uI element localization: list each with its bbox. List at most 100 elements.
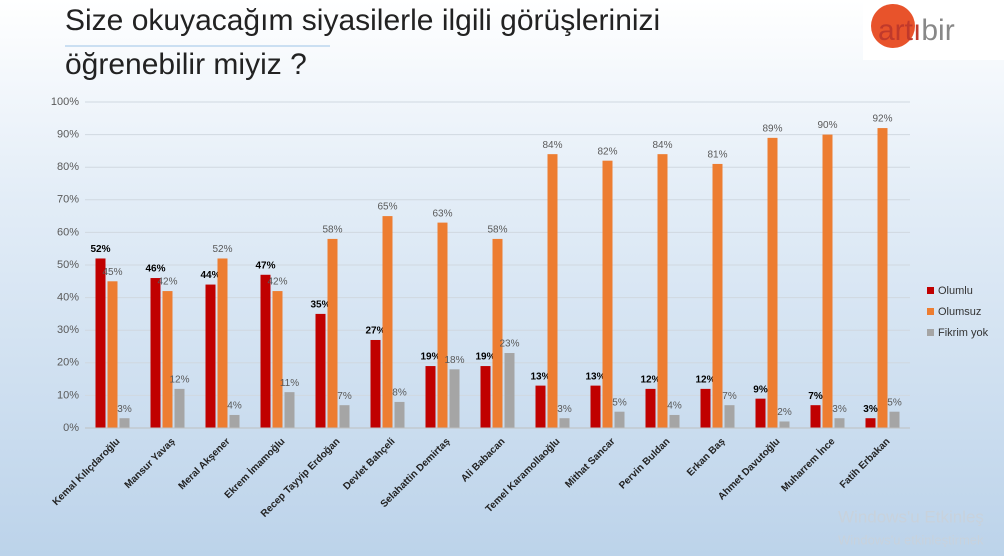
- bar: [767, 137, 778, 429]
- bar: [559, 418, 570, 428]
- value-label: 3%: [557, 404, 572, 415]
- value-label: 7%: [722, 391, 737, 402]
- value-label: 45%: [102, 267, 122, 278]
- y-tick-label: 60%: [57, 226, 79, 238]
- value-label: 12%: [169, 375, 189, 386]
- value-label: 47%: [255, 260, 275, 271]
- bar: [119, 418, 130, 428]
- y-tick-label: 0%: [63, 422, 79, 434]
- logo-part: artı: [878, 14, 921, 47]
- bar: [449, 369, 460, 428]
- value-label: 65%: [377, 202, 397, 213]
- value-label: 35%: [310, 300, 330, 311]
- bar: [889, 411, 900, 428]
- value-label: 13%: [530, 371, 550, 382]
- value-label: 13%: [585, 371, 605, 382]
- bar: [492, 238, 503, 428]
- value-label: 42%: [267, 277, 287, 288]
- bar: [669, 414, 680, 428]
- bar: [272, 291, 283, 428]
- bar: [217, 258, 228, 428]
- value-label: 46%: [145, 264, 165, 275]
- value-label: 63%: [432, 208, 452, 219]
- value-label: 18%: [444, 355, 464, 366]
- bar: [284, 392, 295, 428]
- value-label: 12%: [640, 375, 660, 386]
- bar: [614, 411, 625, 428]
- value-label: 84%: [542, 140, 562, 151]
- bar: [779, 421, 790, 428]
- bar: [425, 366, 436, 428]
- value-label: 2%: [777, 407, 792, 418]
- bar: [810, 405, 821, 428]
- y-tick-label: 100%: [51, 96, 79, 108]
- bar: [327, 238, 338, 428]
- value-label: 7%: [337, 391, 352, 402]
- legend-swatch: [927, 287, 934, 294]
- logo-text: artıbir: [878, 14, 955, 47]
- value-label: 27%: [365, 326, 385, 337]
- bar: [437, 222, 448, 428]
- value-label: 19%: [475, 352, 495, 363]
- legend-label: Olumlu: [938, 285, 973, 297]
- watermark: Windows'u etkinleştirmek: [838, 532, 984, 547]
- bar: [95, 258, 106, 428]
- value-label: 7%: [808, 391, 823, 402]
- bar: [834, 418, 845, 428]
- bar: [229, 414, 240, 428]
- bar: [174, 388, 185, 428]
- bar: [315, 313, 326, 428]
- value-label: 52%: [212, 244, 232, 255]
- bar: [480, 366, 491, 428]
- value-label: 92%: [872, 114, 892, 125]
- value-label: 44%: [200, 270, 220, 281]
- y-tick-label: 70%: [57, 194, 79, 206]
- legend-swatch: [927, 308, 934, 315]
- bar: [394, 401, 405, 428]
- logo-mark: [871, 4, 915, 48]
- bar: [150, 278, 161, 428]
- value-label: 9%: [753, 384, 768, 395]
- bar: [877, 128, 888, 428]
- value-label: 84%: [652, 140, 672, 151]
- bar: [504, 353, 515, 428]
- y-tick-label: 90%: [57, 129, 79, 141]
- bar: [590, 385, 601, 428]
- bar: [602, 160, 613, 428]
- title-line: Size okuyacağım siyasilerle ilgili görüş…: [65, 4, 660, 37]
- legend-label: Fikrim yok: [938, 327, 989, 339]
- y-tick-label: 50%: [57, 259, 79, 271]
- value-label: 11%: [280, 378, 299, 389]
- value-label: 12%: [695, 375, 715, 386]
- bar: [755, 398, 766, 428]
- bar: [535, 385, 546, 428]
- logo-part: bir: [921, 14, 954, 47]
- y-tick-label: 10%: [57, 389, 79, 401]
- bar: [205, 284, 216, 428]
- bar: [547, 154, 558, 428]
- bar: [162, 291, 173, 428]
- value-label: 4%: [667, 401, 682, 412]
- value-label: 8%: [392, 388, 407, 399]
- value-label: 81%: [707, 150, 727, 161]
- y-tick-label: 30%: [57, 324, 79, 336]
- value-label: 5%: [612, 397, 627, 408]
- value-label: 52%: [90, 244, 110, 255]
- bar: [339, 405, 350, 428]
- bar: [107, 281, 118, 428]
- bar: [724, 405, 735, 428]
- value-label: 58%: [322, 225, 342, 236]
- value-label: 4%: [227, 401, 242, 412]
- bar: [712, 163, 723, 428]
- value-label: 3%: [117, 404, 132, 415]
- bar: [382, 216, 393, 428]
- value-label: 42%: [157, 277, 177, 288]
- value-label: 90%: [817, 120, 837, 131]
- bar: [700, 388, 711, 428]
- value-label: 82%: [597, 146, 617, 157]
- value-label: 19%: [420, 352, 440, 363]
- value-label: 58%: [487, 225, 507, 236]
- bar: [645, 388, 656, 428]
